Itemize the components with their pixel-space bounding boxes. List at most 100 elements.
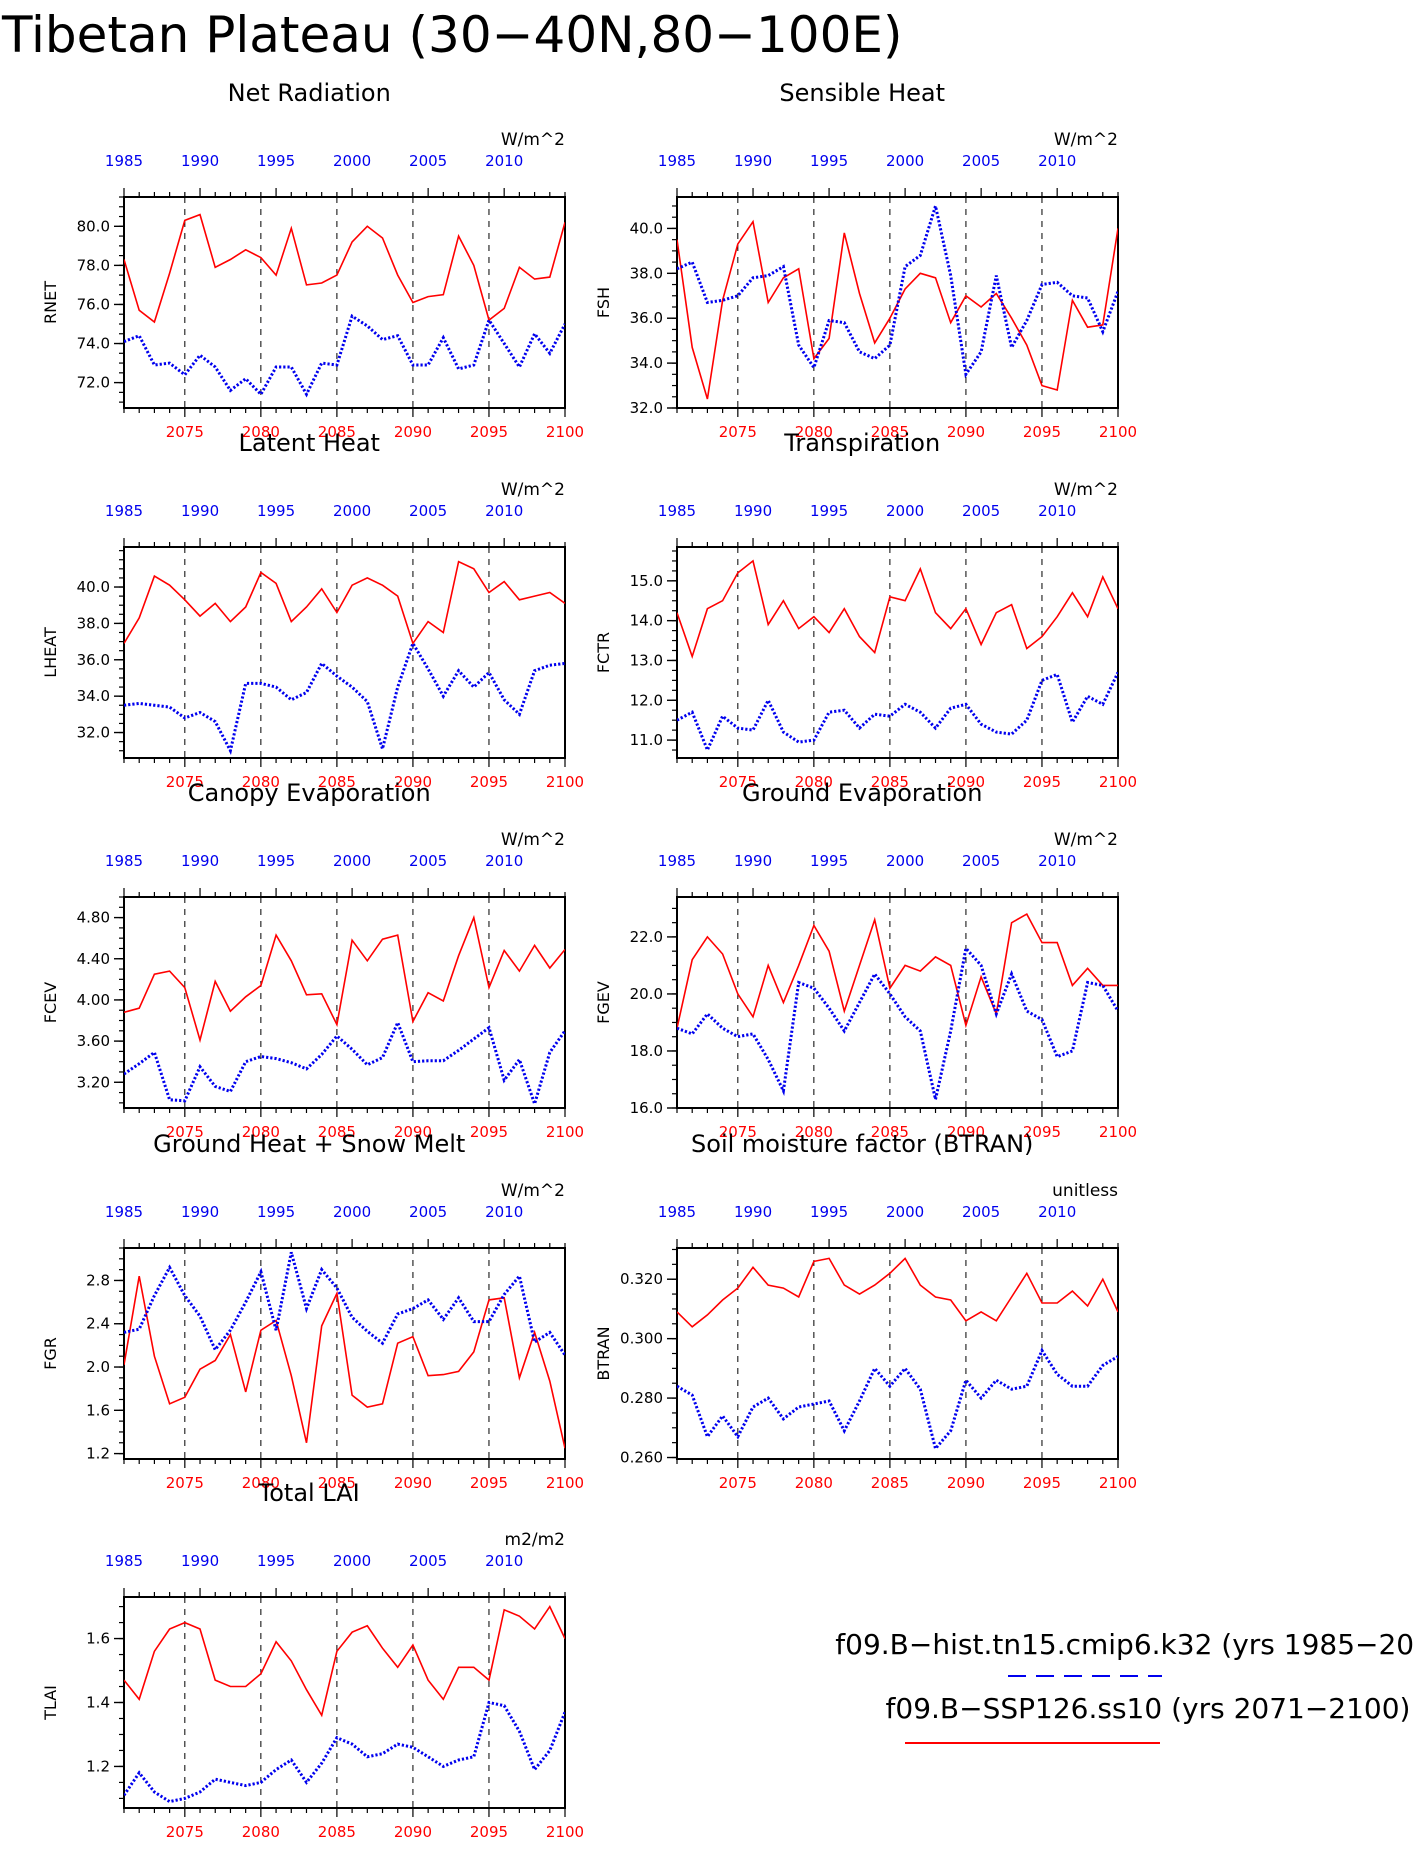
y-tick-label: 22.0 xyxy=(630,928,663,946)
x-tick-label-top: 1985 xyxy=(658,152,696,170)
x-tick-label-top: 2000 xyxy=(333,502,371,520)
panel-fgr: Ground Heat + Snow Melt W/m^2 FGR 2075 2080 2… xyxy=(41,1130,584,1492)
x-tick-label-top: 2010 xyxy=(1038,502,1076,520)
x-tick-label-top: 1985 xyxy=(105,502,143,520)
y-tick-label: 80.0 xyxy=(77,217,110,235)
panel-title-rnet: Net Radiation xyxy=(228,79,391,107)
series-hist-fsh xyxy=(677,200,1118,379)
series-hist-fctr xyxy=(677,671,1118,754)
x-tick-label-top: 1990 xyxy=(734,1203,772,1221)
panel-fsh: Sensible Heat W/m^2 FSH 2075 2080 2085 2090 209… xyxy=(594,79,1137,441)
x-tick-label-bottom: 2100 xyxy=(1099,423,1137,441)
legend-hist-label: f09.B−hist.tn15.cmip6.k32 (yrs 1985−2014… xyxy=(835,1628,1416,1661)
x-tick-label-bottom: 2095 xyxy=(470,423,508,441)
panel-units-btran: unitless xyxy=(1052,1181,1118,1201)
y-axis-label-fsh: FSH xyxy=(594,287,613,318)
x-tick-label-bottom: 2075 xyxy=(166,1123,204,1141)
x-tick-label-bottom: 2095 xyxy=(1023,423,1061,441)
x-tick-label-top: 1995 xyxy=(810,852,848,870)
plot-frame-fsh xyxy=(676,196,1119,409)
plot-frame-lheat xyxy=(123,546,566,759)
x-tick-label-bottom: 2075 xyxy=(166,423,204,441)
y-tick-label: 36.0 xyxy=(630,309,663,327)
x-tick-label-bottom: 2100 xyxy=(1099,773,1137,791)
series-future-fsh xyxy=(677,219,1118,400)
x-tick-label-bottom: 2085 xyxy=(318,1823,356,1841)
plot-frame-rnet xyxy=(123,196,566,409)
y-tick-label: 20.0 xyxy=(630,985,663,1003)
panel-units-fgev: W/m^2 xyxy=(1054,830,1118,850)
panel-units-fgr: W/m^2 xyxy=(501,1181,565,1201)
series-future-fgev xyxy=(677,912,1118,1029)
x-tick-label-top: 2010 xyxy=(1038,152,1076,170)
x-tick-label-bottom: 2085 xyxy=(318,423,356,441)
y-tick-label: 12.0 xyxy=(630,691,663,709)
x-tick-label-top: 2010 xyxy=(485,1552,523,1570)
y-tick-label: 2.8 xyxy=(86,1271,110,1289)
panel-title-btran: Soil moisture factor (BTRAN) xyxy=(691,1130,1033,1158)
x-tick-label-top: 2000 xyxy=(333,1552,371,1570)
y-tick-label: 3.60 xyxy=(77,1032,110,1050)
y-tick-label: 1.2 xyxy=(86,1757,110,1775)
y-axis-label-lheat: LHEAT xyxy=(41,627,60,678)
x-tick-label-bottom: 2100 xyxy=(546,1474,584,1492)
x-tick-label-bottom: 2095 xyxy=(470,1823,508,1841)
x-tick-label-top: 1990 xyxy=(181,1203,219,1221)
y-tick-label: 3.20 xyxy=(77,1073,110,1091)
series-future-fctr xyxy=(677,559,1118,660)
y-axis-label-fcev: FCEV xyxy=(41,982,60,1023)
x-tick-label-top: 2000 xyxy=(886,852,924,870)
x-tick-label-bottom: 2090 xyxy=(394,773,432,791)
x-tick-label-top: 2005 xyxy=(962,1203,1000,1221)
y-tick-label: 40.0 xyxy=(77,578,110,596)
x-tick-label-top: 1985 xyxy=(658,502,696,520)
panel-title-lheat: Latent Heat xyxy=(239,429,380,457)
x-tick-label-top: 2010 xyxy=(485,852,523,870)
panel-fgev: Ground Evaporation W/m^2 FGEV 2075 2080 2085 2… xyxy=(594,779,1137,1141)
panel-title-fsh: Sensible Heat xyxy=(779,79,945,107)
panel-title-fgev: Ground Evaporation xyxy=(742,779,982,807)
x-tick-label-top: 1990 xyxy=(181,852,219,870)
x-tick-label-bottom: 2075 xyxy=(719,1123,757,1141)
y-axis-label-btran: BTRAN xyxy=(594,1326,613,1380)
plot-frame-fgr xyxy=(123,1247,566,1460)
y-tick-label: 1.6 xyxy=(86,1401,110,1419)
x-tick-label-bottom: 2085 xyxy=(871,1123,909,1141)
panel-units-fcev: W/m^2 xyxy=(501,830,565,850)
plot-frame-fctr xyxy=(676,546,1119,759)
panel-title-fcev: Canopy Evaporation xyxy=(188,779,431,807)
x-tick-label-bottom: 2080 xyxy=(242,1123,280,1141)
y-tick-label: 1.6 xyxy=(86,1630,110,1648)
x-tick-label-bottom: 2100 xyxy=(546,773,584,791)
panel-fcev: Canopy Evaporation W/m^2 FCEV 2075 2080 2085 2… xyxy=(41,779,584,1141)
x-tick-label-top: 2010 xyxy=(1038,1203,1076,1221)
x-tick-label-top: 1990 xyxy=(734,852,772,870)
y-tick-label: 74.0 xyxy=(77,335,110,353)
y-tick-label: 32.0 xyxy=(77,724,110,742)
y-tick-label: 76.0 xyxy=(77,295,110,313)
x-tick-label-bottom: 2095 xyxy=(1023,1474,1061,1492)
x-tick-label-top: 2005 xyxy=(409,152,447,170)
y-tick-label: 72.0 xyxy=(77,374,110,392)
y-tick-label: 34.0 xyxy=(77,687,110,705)
x-tick-label-top: 1995 xyxy=(810,1203,848,1221)
x-tick-label-top: 2005 xyxy=(409,1203,447,1221)
panel-title-fgr: Ground Heat + Snow Melt xyxy=(153,1130,465,1158)
panel-title-fctr: Transpiration xyxy=(783,429,940,457)
x-tick-label-top: 1990 xyxy=(181,152,219,170)
x-tick-label-bottom: 2085 xyxy=(871,773,909,791)
x-tick-label-bottom: 2090 xyxy=(394,423,432,441)
panel-units-fctr: W/m^2 xyxy=(1054,480,1118,500)
x-tick-label-top: 1990 xyxy=(181,1552,219,1570)
panel-fctr: Transpiration W/m^2 FCTR 2075 2080 2085 2090 20… xyxy=(594,429,1137,791)
plot-frame-fgev xyxy=(676,896,1119,1109)
panel-lheat: Latent Heat W/m^2 LHEAT 2075 2080 2085 2090 209… xyxy=(41,429,584,791)
panel-title-tlai: Total LAI xyxy=(258,1479,360,1507)
y-axis-label-tlai: TLAI xyxy=(41,1685,60,1721)
y-axis-label-rnet: RNET xyxy=(41,281,60,324)
x-tick-label-top: 1990 xyxy=(181,502,219,520)
x-tick-label-top: 1995 xyxy=(257,1203,295,1221)
legend-future-label: f09.B−SSP126.ss10 (yrs 2071−2100) xyxy=(886,1692,1411,1725)
y-tick-label: 18.0 xyxy=(630,1042,663,1060)
x-tick-label-top: 1995 xyxy=(257,152,295,170)
